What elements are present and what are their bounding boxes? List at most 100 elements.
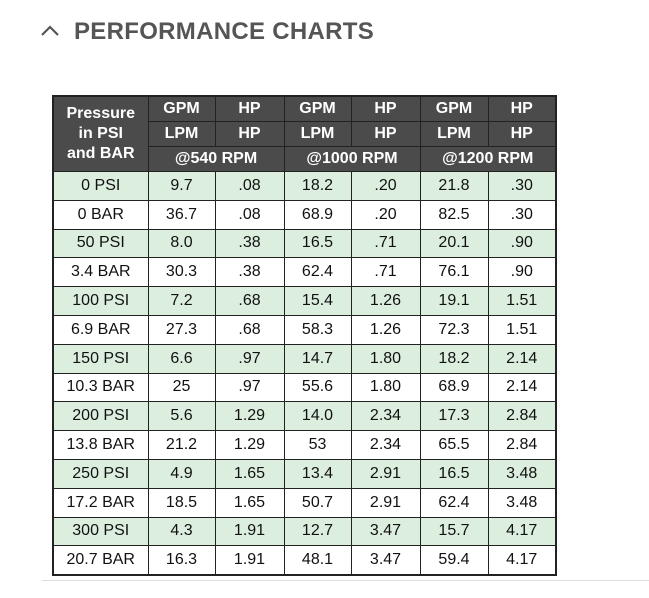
value-cell: 2.91 xyxy=(350,487,421,518)
value-cell: 65.5 xyxy=(419,430,489,460)
value-cell: .30 xyxy=(487,199,557,230)
value-cell: 19.1 xyxy=(419,286,489,316)
pressure-cell: 150 PSI xyxy=(52,343,149,374)
value-cell: 1.65 xyxy=(214,458,285,489)
value-cell: 2.91 xyxy=(350,458,421,489)
value-cell: .08 xyxy=(214,171,285,201)
divider xyxy=(42,580,649,581)
pressure-cell: 0 BAR xyxy=(52,199,149,230)
value-cell: 1.80 xyxy=(350,372,421,403)
value-cell: 1.65 xyxy=(214,487,285,518)
value-cell: 3.47 xyxy=(350,516,421,547)
corner-line: and BAR xyxy=(66,145,135,162)
value-cell: 1.26 xyxy=(350,314,421,345)
value-cell: 53 xyxy=(283,430,352,460)
value-cell: 16.5 xyxy=(283,228,352,259)
corner-line: Pressure xyxy=(66,105,136,122)
value-cell: .38 xyxy=(214,257,285,288)
value-cell: 55.6 xyxy=(283,372,352,403)
data-row: 200 PSI 5.6 1.29 14.0 2.34 17.3 2.84 xyxy=(52,401,557,432)
value-cell: 15.4 xyxy=(283,286,352,316)
value-cell: 6.6 xyxy=(147,343,216,374)
speed-header: @540 RPM xyxy=(147,146,285,172)
value-cell: 12.7 xyxy=(283,516,352,547)
pressure-cell: 17.2 BAR xyxy=(52,487,149,518)
data-row: 0 PSI 9.7.08 18.2.20 21.8.30 xyxy=(52,171,557,201)
data-row: 100 PSI 7.2.68 15.4 1.26 19.1 1.51 xyxy=(52,286,557,316)
value-cell: 1.51 xyxy=(487,286,557,316)
value-cell: .97 xyxy=(214,343,285,374)
value-cell: 72.3 xyxy=(419,314,489,345)
header-row: Pressure in PSI and BAR GPM HP GPM HP GPM HP xyxy=(52,95,557,172)
value-cell: 18.5 xyxy=(147,487,216,518)
value-cell: .71 xyxy=(350,228,421,259)
value-cell: 18.2 xyxy=(419,343,489,374)
value-cell: 3.48 xyxy=(487,487,557,518)
performance-table: Pressure in PSI and BAR GPM HP GPM HP GPM HP LPM H… xyxy=(52,95,557,577)
value-cell: 18.2 xyxy=(283,171,352,201)
data-row: 150 PSI 6.6.97 14.7 1.80 18.2 2.14 xyxy=(52,343,557,374)
unit-header: HP xyxy=(214,121,285,147)
value-cell: 58.3 xyxy=(283,314,352,345)
value-cell: 25 xyxy=(147,372,216,403)
value-cell: 1.91 xyxy=(214,545,285,576)
corner-line: in PSI xyxy=(78,125,123,142)
data-row: 3.4 BAR 30.3.38 62.4.71 76.1.90 xyxy=(52,257,557,288)
value-cell: 8.0 xyxy=(147,228,216,259)
data-row: 17.2 BAR 18.5 1.65 50.7 2.91 62.4 3.48 xyxy=(52,487,557,518)
value-cell: 14.0 xyxy=(283,401,352,432)
collapse-icon[interactable] xyxy=(40,24,60,38)
pressure-cell: 50 PSI xyxy=(52,228,149,259)
value-cell: 1.26 xyxy=(350,286,421,316)
data-row: 0 BAR 36.7.08 68.9.20 82.5.30 xyxy=(52,199,557,230)
value-cell: 21.8 xyxy=(419,171,489,201)
value-cell: 4.17 xyxy=(487,545,557,576)
value-cell: .20 xyxy=(350,171,421,201)
value-cell: 1.29 xyxy=(214,430,285,460)
value-cell: 9.7 xyxy=(147,171,216,201)
unit-header: HP xyxy=(350,95,421,122)
unit-header: LPM xyxy=(419,121,489,147)
header-row: LPM HP LPM HP LPM HP xyxy=(53,121,557,147)
value-cell: 7.2 xyxy=(147,286,216,316)
value-cell: 1.80 xyxy=(350,343,421,374)
header-row: @540 RPM @1000 RPM @1200 RPM xyxy=(53,146,557,172)
unit-header: GPM xyxy=(147,95,216,122)
value-cell: .20 xyxy=(350,199,421,230)
value-cell: 16.5 xyxy=(419,458,489,489)
value-cell: .08 xyxy=(214,199,285,230)
unit-header: LPM xyxy=(283,121,352,147)
value-cell: 82.5 xyxy=(419,199,489,230)
value-cell: 62.4 xyxy=(419,487,489,518)
pressure-cell: 20.7 BAR xyxy=(52,545,149,576)
data-row: 13.8 BAR 21.2 1.29 53 2.34 65.5 2.84 xyxy=(52,430,557,460)
value-cell: .30 xyxy=(487,171,557,201)
value-cell: 2.84 xyxy=(487,401,557,432)
unit-header: HP xyxy=(214,95,285,122)
value-cell: 2.34 xyxy=(350,430,421,460)
value-cell: 1.29 xyxy=(214,401,285,432)
value-cell: 16.3 xyxy=(147,545,216,576)
unit-header: GPM xyxy=(283,95,352,122)
pressure-cell: 100 PSI xyxy=(52,286,149,316)
pressure-cell: 10.3 BAR xyxy=(52,372,149,403)
unit-header: HP xyxy=(487,121,557,147)
value-cell: .68 xyxy=(214,286,285,316)
value-cell: 4.9 xyxy=(147,458,216,489)
value-cell: 36.7 xyxy=(147,199,216,230)
pressure-cell: 250 PSI xyxy=(52,458,149,489)
unit-header: GPM xyxy=(419,95,489,122)
value-cell: 21.2 xyxy=(147,430,216,460)
value-cell: 48.1 xyxy=(283,545,352,576)
value-cell: 2.34 xyxy=(350,401,421,432)
data-row: 6.9 BAR 27.3.68 58.3 1.26 72.3 1.51 xyxy=(52,314,557,345)
section-title: PERFORMANCE CHARTS xyxy=(74,18,375,45)
value-cell: 3.48 xyxy=(487,458,557,489)
value-cell: 4.17 xyxy=(487,516,557,547)
value-cell: 76.1 xyxy=(419,257,489,288)
value-cell: .68 xyxy=(214,314,285,345)
speed-header: @1200 RPM xyxy=(419,146,557,172)
value-cell: 2.14 xyxy=(487,343,557,374)
value-cell: 4.3 xyxy=(147,516,216,547)
